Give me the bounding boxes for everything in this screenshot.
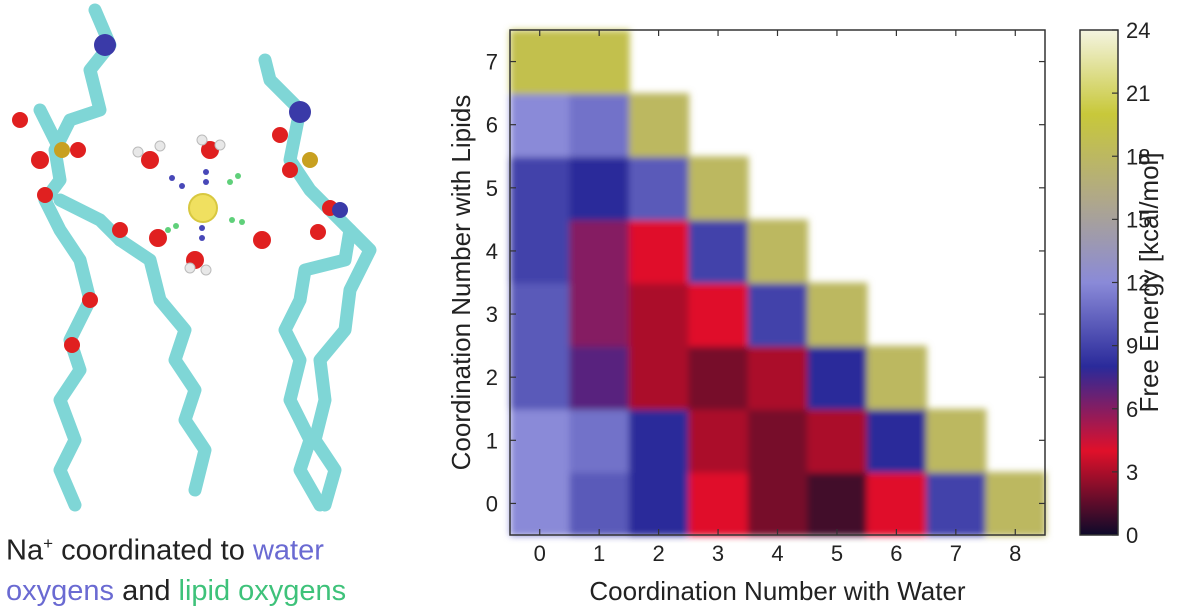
heatmap-cell xyxy=(510,282,571,347)
heatmap-cell xyxy=(747,471,809,536)
colorbar xyxy=(1079,29,1119,536)
heatmap-cell xyxy=(807,471,868,536)
heatmap-cell xyxy=(510,408,571,473)
caption-and: and xyxy=(114,574,179,607)
colorbar-tick-label: 18 xyxy=(1126,144,1150,169)
x-tick-label: 6 xyxy=(890,541,902,566)
y-axis-label: Coordination Number with Lipids xyxy=(446,95,476,471)
heatmap-cell xyxy=(510,219,571,284)
heatmap-cell xyxy=(628,282,690,347)
molecular-illustration xyxy=(12,3,377,512)
colorbar-tick-label: 24 xyxy=(1126,18,1150,43)
y-tick-label: 3 xyxy=(486,302,498,327)
heatmap-cell xyxy=(569,30,630,95)
x-tick-label: 1 xyxy=(593,541,605,566)
colorbar-tick-label: 9 xyxy=(1126,334,1138,359)
heatmap-cell xyxy=(747,408,809,473)
caption-line-2: oxygens and lipid oxygens xyxy=(6,571,446,611)
heatmap-cell xyxy=(747,282,809,347)
heatmap-cells xyxy=(510,30,1046,536)
heatmap-cell xyxy=(688,156,749,221)
figure-caption: Na+ coordinated to water oxygens and lip… xyxy=(6,524,446,611)
heatmap-cell xyxy=(807,408,868,473)
heatmap-cell xyxy=(510,156,571,221)
heatmap-cell xyxy=(926,471,987,536)
heatmap-cell xyxy=(747,219,809,284)
caption-lipid-oxygens: lipid oxygens xyxy=(178,574,347,607)
heatmap-cell xyxy=(866,471,928,536)
caption-ion: Na xyxy=(6,534,44,567)
heatmap-cell xyxy=(688,282,749,347)
heatmap-cell xyxy=(569,282,630,347)
heatmap-cell xyxy=(510,30,571,95)
colorbar-tick-label: 12 xyxy=(1126,271,1150,296)
y-tick-label: 6 xyxy=(486,113,498,138)
heatmap-cell xyxy=(926,408,987,473)
heatmap-cell xyxy=(747,345,809,410)
caption-water-oxygens: oxygens xyxy=(6,574,115,607)
heatmap-cell xyxy=(688,219,749,284)
heatmap-cell xyxy=(510,93,571,158)
x-tick-label: 8 xyxy=(1009,541,1021,566)
heatmap-cell xyxy=(688,471,749,536)
heatmap-cell xyxy=(569,408,630,473)
heatmap-cell xyxy=(628,156,690,221)
heatmap-cell xyxy=(569,471,630,536)
y-tick-label: 1 xyxy=(486,428,498,453)
heatmap-cell xyxy=(985,471,1046,536)
x-tick-label: 4 xyxy=(771,541,783,566)
colorbar-tick-label: 15 xyxy=(1126,207,1150,232)
heatmap-cell xyxy=(866,408,928,473)
colorbar-tick-label: 21 xyxy=(1126,81,1150,106)
y-tick-label: 7 xyxy=(486,50,498,75)
heatmap-cell xyxy=(688,408,749,473)
colorbar-tick-label: 6 xyxy=(1126,397,1138,422)
y-tick-label: 4 xyxy=(486,239,498,264)
colorbar-ticks: 0 3 6 9 12 15 18 21 24 xyxy=(1112,18,1150,548)
x-axis-label: Coordination Number with Water xyxy=(589,576,966,606)
y-tick-label: 0 xyxy=(486,491,498,516)
x-tick-label: 2 xyxy=(652,541,664,566)
y-tick-label: 2 xyxy=(486,365,498,390)
heatmap-cell xyxy=(807,345,868,410)
x-tick-label: 0 xyxy=(534,541,546,566)
heatmap-cell xyxy=(807,282,868,347)
heatmap-cell xyxy=(569,345,630,410)
caption-text: coordinated to xyxy=(53,534,253,567)
heatmap-cell xyxy=(866,345,928,410)
sodium-ion xyxy=(188,193,218,223)
heatmap-cell xyxy=(628,93,690,158)
x-tick-label: 7 xyxy=(950,541,962,566)
colorbar-tick-label: 0 xyxy=(1126,523,1138,548)
heatmap-cell xyxy=(510,471,571,536)
heatmap-cell xyxy=(569,219,630,284)
heatmap-cell xyxy=(628,345,690,410)
heatmap-cell xyxy=(628,219,690,284)
caption-charge: + xyxy=(43,534,54,553)
heatmap-cell xyxy=(688,345,749,410)
axis-ticks: 0 1 2 3 4 5 6 7 8 0 1 2 3 4 5 6 7 xyxy=(486,30,1045,566)
caption-line-1: Na+ coordinated to water xyxy=(6,524,446,571)
heatmap-cell xyxy=(628,408,690,473)
heatmap-cell xyxy=(569,156,630,221)
heatmap-cell xyxy=(569,93,630,158)
colorbar-label: Free Energy [kcal/mol] xyxy=(1134,152,1164,412)
x-tick-label: 3 xyxy=(712,541,724,566)
colorbar-tick-label: 3 xyxy=(1126,460,1138,485)
y-tick-label: 5 xyxy=(486,176,498,201)
heatmap-cell xyxy=(510,345,571,410)
heatmap-cell xyxy=(628,471,690,536)
caption-water-word: water xyxy=(252,534,324,567)
x-tick-label: 5 xyxy=(831,541,843,566)
